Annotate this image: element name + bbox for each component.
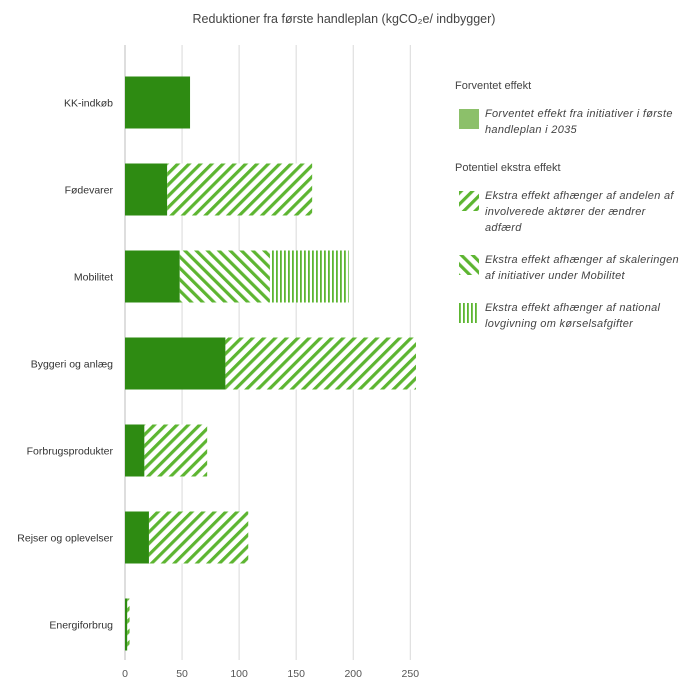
bar-segment bbox=[125, 250, 180, 303]
category-label: Forbrugsprodukter bbox=[27, 446, 114, 458]
chart-title: Reduktioner fra første handleplan (kgCO₂… bbox=[192, 12, 496, 26]
x-tick-label: 200 bbox=[344, 668, 362, 678]
legend-label-expected: Forventet effekt fra initiativer i først… bbox=[485, 108, 673, 136]
category-label: Byggeri og anlæg bbox=[31, 359, 113, 371]
bar-segment bbox=[125, 598, 128, 651]
bar-segment bbox=[179, 250, 270, 303]
bar-segment bbox=[269, 250, 349, 303]
legend-item-legislation: Ekstra effekt afhænger af national lovgi… bbox=[455, 300, 680, 332]
legend-group-title-expected: Forventet effekt bbox=[455, 80, 532, 92]
bars bbox=[125, 76, 416, 651]
bar-segment bbox=[125, 337, 226, 390]
x-tick-label: 250 bbox=[402, 668, 420, 678]
axis-labels: 0 50 100 150 200 250 KK-indkøb Fødevarer Mobilit… bbox=[17, 98, 419, 678]
legend: Forventet effekt Forventet effekt fra in… bbox=[455, 80, 680, 348]
x-tick-label: 0 bbox=[122, 668, 128, 678]
legend-item-behaviour: Ekstra effekt afhænger af andelen af inv… bbox=[455, 188, 680, 236]
legend-swatch-diag-down bbox=[459, 255, 479, 275]
category-label: Energiforbrug bbox=[49, 620, 113, 632]
bar-segment bbox=[148, 511, 249, 564]
category-label: Mobilitet bbox=[74, 272, 113, 284]
legend-item-expected: Forventet effekt fra initiativer i først… bbox=[455, 106, 680, 138]
bar-segment bbox=[125, 424, 145, 477]
bar-segment bbox=[225, 337, 416, 390]
bar-segment bbox=[125, 511, 149, 564]
bar-segment bbox=[144, 424, 208, 477]
legend-label-behaviour: Ekstra effekt afhænger af andelen af inv… bbox=[485, 190, 674, 234]
x-tick-label: 100 bbox=[230, 668, 248, 678]
category-label: Fødevarer bbox=[65, 185, 114, 197]
legend-label-scaling: Ekstra effekt afhænger af skaleringen af… bbox=[485, 254, 679, 282]
bar-segment bbox=[125, 76, 191, 129]
legend-group-title-potential: Potentiel ekstra effekt bbox=[455, 162, 561, 174]
legend-swatch-diag-up bbox=[459, 191, 479, 211]
legend-item-scaling: Ekstra effekt afhænger af skaleringen af… bbox=[455, 252, 680, 284]
legend-label-legislation: Ekstra effekt afhænger af national lovgi… bbox=[485, 302, 661, 330]
legend-swatch-solid bbox=[459, 109, 479, 129]
bar-segment bbox=[127, 598, 130, 651]
category-label: Rejser og oplevelser bbox=[17, 533, 113, 545]
bar-segment bbox=[167, 163, 313, 216]
category-label: KK-indkøb bbox=[64, 98, 113, 110]
legend-swatch-vertical bbox=[459, 303, 479, 323]
bar-segment bbox=[125, 163, 168, 216]
x-tick-label: 150 bbox=[287, 668, 305, 678]
x-tick-label: 50 bbox=[176, 668, 188, 678]
